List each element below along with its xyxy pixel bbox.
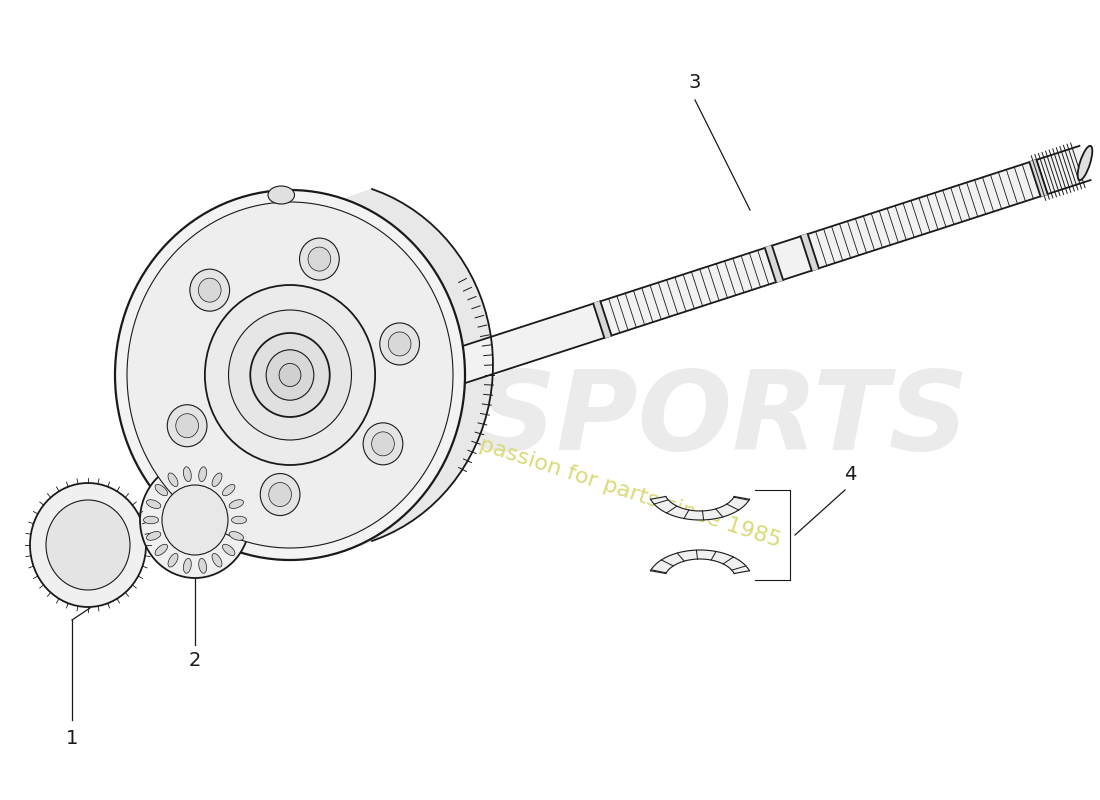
Ellipse shape — [198, 278, 221, 302]
Text: 4: 4 — [844, 465, 856, 483]
Ellipse shape — [168, 554, 178, 567]
Ellipse shape — [30, 483, 146, 607]
Ellipse shape — [199, 558, 207, 574]
Ellipse shape — [251, 333, 330, 417]
Ellipse shape — [162, 485, 228, 555]
Ellipse shape — [222, 544, 235, 555]
Ellipse shape — [388, 332, 411, 356]
Ellipse shape — [372, 432, 394, 456]
Text: EUROSPORTS: EUROSPORTS — [131, 366, 969, 474]
Ellipse shape — [1078, 146, 1092, 180]
Ellipse shape — [184, 558, 191, 574]
Ellipse shape — [229, 531, 243, 540]
Ellipse shape — [229, 310, 352, 440]
Ellipse shape — [279, 363, 301, 386]
Polygon shape — [364, 146, 1090, 412]
Polygon shape — [650, 497, 749, 520]
Text: 2: 2 — [189, 650, 201, 670]
Ellipse shape — [155, 485, 167, 496]
Ellipse shape — [184, 466, 191, 482]
Ellipse shape — [176, 414, 198, 438]
Ellipse shape — [205, 285, 375, 465]
Ellipse shape — [116, 190, 465, 560]
Ellipse shape — [308, 247, 331, 271]
Ellipse shape — [363, 423, 403, 465]
Ellipse shape — [143, 516, 158, 524]
Ellipse shape — [126, 202, 453, 548]
Ellipse shape — [229, 500, 243, 509]
Ellipse shape — [190, 269, 230, 311]
Ellipse shape — [199, 466, 207, 482]
Text: 3: 3 — [689, 73, 701, 91]
Ellipse shape — [46, 500, 130, 590]
Ellipse shape — [299, 238, 339, 280]
Ellipse shape — [268, 186, 295, 204]
Text: a passion for parts since 1985: a passion for parts since 1985 — [456, 429, 783, 551]
Polygon shape — [1030, 160, 1047, 196]
Ellipse shape — [222, 485, 235, 496]
Polygon shape — [593, 302, 612, 338]
Ellipse shape — [140, 462, 250, 578]
Ellipse shape — [146, 531, 161, 540]
Ellipse shape — [231, 516, 246, 524]
Ellipse shape — [146, 500, 161, 509]
Ellipse shape — [266, 350, 314, 400]
Text: 1: 1 — [66, 729, 78, 747]
Ellipse shape — [268, 482, 292, 506]
Ellipse shape — [212, 554, 222, 567]
Ellipse shape — [167, 405, 207, 446]
Polygon shape — [650, 550, 749, 574]
Ellipse shape — [155, 544, 167, 555]
Polygon shape — [764, 246, 783, 282]
Ellipse shape — [261, 474, 300, 515]
Polygon shape — [344, 189, 493, 551]
Ellipse shape — [168, 473, 178, 486]
Ellipse shape — [379, 323, 419, 365]
Ellipse shape — [212, 473, 222, 486]
Polygon shape — [801, 234, 818, 270]
